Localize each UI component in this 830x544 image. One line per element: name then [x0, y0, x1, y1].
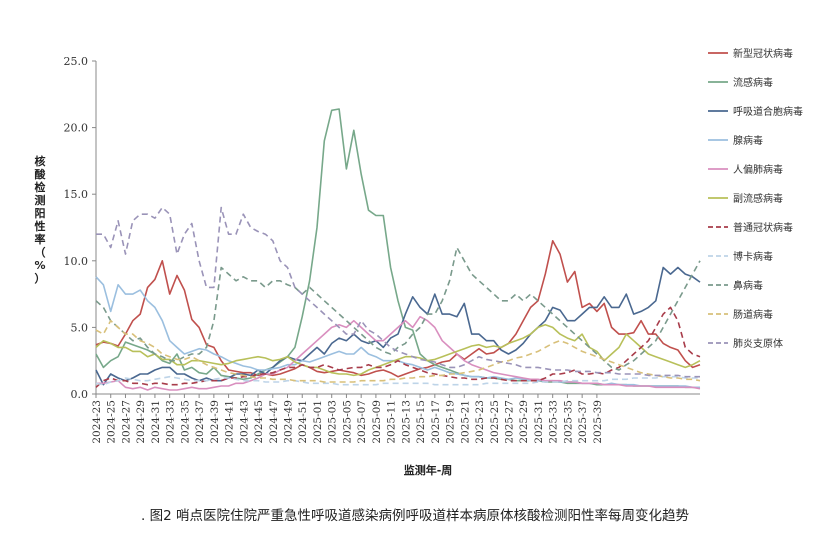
x-tick-label: 2025-19 — [445, 400, 457, 444]
x-tick-label: 2025-09 — [371, 400, 383, 444]
x-axis: 2024-23 2024-25 2024-27 2024-29 2024-31 2024-… — [91, 393, 700, 444]
y-tick-label: 5.0 — [71, 321, 89, 334]
x-tick-label: 2025-01 — [312, 400, 324, 444]
x-tick-label: 2025-15 — [415, 400, 427, 444]
y-tick-label: 0.0 — [71, 388, 89, 401]
series-layer — [95, 108, 701, 391]
y-tick-label: 10.0 — [64, 255, 89, 268]
legend-label: 博卡病毒 — [733, 250, 773, 263]
legend: 新型冠状病毒流感病毒呼吸道合胞病毒腺病毒人偏肺病毒副流感病毒普通冠状病毒博卡病毒… — [708, 47, 803, 350]
legend-label: 肠道病毒 — [733, 308, 773, 321]
x-tick-label: 2025-17 — [430, 400, 442, 444]
x-tick-label: 2024-33 — [165, 400, 177, 444]
series-line — [95, 319, 701, 383]
x-tick-label: 2025-03 — [327, 400, 339, 444]
legend-label: 呼吸道合胞病毒 — [733, 105, 803, 118]
x-tick-label: 2024-43 — [238, 400, 250, 444]
x-tick-label: 2025-23 — [474, 400, 486, 444]
x-tick-label: 2024-45 — [253, 400, 265, 444]
x-tick-label: 2025-35 — [562, 400, 574, 444]
x-tick-label: 2025-27 — [503, 400, 515, 444]
series-line — [95, 240, 701, 378]
x-tick-label: 2024-49 — [283, 400, 295, 444]
x-tick-label: 2024-23 — [91, 400, 103, 444]
x-tick-label: 2024-51 — [297, 400, 309, 444]
x-tick-label: 2025-25 — [489, 400, 501, 444]
x-tick-label: 2024-31 — [150, 400, 162, 444]
legend-label: 鼻病毒 — [733, 279, 763, 292]
legend-label: 腺病毒 — [733, 134, 763, 147]
series-line — [95, 323, 701, 377]
legend-label: 人偏肺病毒 — [733, 163, 783, 176]
x-tick-label: 2025-37 — [577, 400, 589, 444]
x-tick-label: 2025-33 — [548, 400, 560, 444]
legend-label: 副流感病毒 — [733, 192, 783, 205]
x-tick-label: 2024-47 — [268, 400, 280, 444]
series-line — [95, 266, 701, 386]
x-tick-label: 2025-29 — [518, 400, 530, 444]
line-chart: 0.05.010.015.020.025.0 2024-23 2024-25 202… — [34, 47, 803, 477]
x-tick-label: 2024-29 — [135, 400, 147, 444]
legend-label: 流感病毒 — [733, 76, 773, 89]
y-tick-label: 20.0 — [64, 122, 89, 135]
x-tick-label: 2024-39 — [209, 400, 221, 444]
x-tick-label: 2024-37 — [194, 400, 206, 444]
y-tick-label: 15.0 — [64, 188, 89, 201]
x-axis-title: 监测年-周 — [404, 463, 453, 477]
legend-label: 普通冠状病毒 — [733, 221, 793, 234]
legend-label: 新型冠状病毒 — [733, 47, 793, 60]
series-line — [95, 375, 700, 386]
y-tick-label: 25.0 — [64, 55, 89, 68]
x-tick-label: 2025-13 — [400, 400, 412, 444]
x-tick-label: 2025-05 — [341, 400, 353, 444]
series-line — [96, 315, 701, 391]
x-tick-label: 2024-41 — [224, 400, 236, 444]
series-line — [96, 206, 700, 378]
legend-label: 肺炎支原体 — [733, 338, 783, 350]
series-line — [95, 108, 700, 389]
y-axis: 0.0 5.0 10.0 15.0 20.0 25.0 — [64, 55, 97, 401]
x-tick-label: 2025-21 — [459, 400, 471, 444]
x-tick-label: 2025-11 — [386, 400, 398, 444]
x-tick-label: 2024-25 — [106, 400, 118, 444]
x-tick-label: 2024-27 — [120, 400, 132, 444]
figure-caption: . 图2 哨点医院住院严重急性呼吸道感染病例呼吸道样本病原体核酸检测阳性率每周变… — [141, 508, 689, 524]
y-axis-title: 核酸检测阳性率（%） — [34, 154, 46, 285]
x-tick-label: 2024-35 — [179, 400, 191, 444]
x-tick-label: 2025-31 — [533, 400, 545, 444]
series-line — [95, 246, 701, 371]
x-tick-label: 2025-07 — [356, 400, 368, 444]
x-tick-label: 2025-39 — [592, 400, 604, 444]
